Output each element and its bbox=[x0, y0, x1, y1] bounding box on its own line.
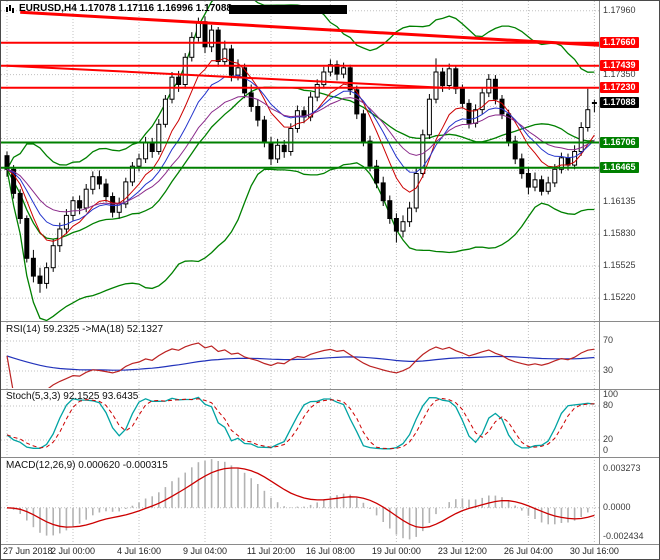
rsi-panel-layer bbox=[6, 342, 595, 388]
panel-separators[interactable] bbox=[1, 1, 660, 545]
macd-signal-line bbox=[6, 467, 595, 529]
stoch-indicator-label: Stoch(5,3,3) 92.1525 93.6435 bbox=[6, 391, 139, 402]
macd-scale-label: 0.0000 bbox=[603, 501, 631, 512]
chart-title-text: EURUSD,H4 1.17078 1.17116 1.16996 1.1708… bbox=[19, 3, 232, 14]
ma-21-line bbox=[6, 95, 595, 213]
rsi-indicator-label: RSI(14) 59.2325 ->MA(18) 52.1327 bbox=[6, 324, 164, 335]
resistance-price-badge: 1.17660 bbox=[600, 36, 639, 48]
macd-panel-layer bbox=[6, 459, 596, 540]
chart-title: EURUSD,H4 1.17078 1.17116 1.16996 1.1708… bbox=[5, 3, 232, 14]
bollinger-bands bbox=[6, 1, 595, 321]
macd-histogram bbox=[12, 459, 596, 540]
stoch-scale-label: 100 bbox=[603, 388, 619, 399]
rsi-line bbox=[6, 342, 595, 388]
time-axis-label: 4 Jul 16:00 bbox=[116, 546, 162, 556]
resistance-price-badge: 1.17230 bbox=[600, 81, 639, 93]
rsi-scale-label: 30 bbox=[603, 365, 614, 375]
descending-trendline-1[interactable] bbox=[20, 10, 601, 47]
stoch-k-line bbox=[6, 396, 595, 450]
candlestick-chart-icon bbox=[5, 4, 15, 14]
macd-scale-label: -0.002434 bbox=[603, 530, 644, 541]
stoch-scale-label: 20 bbox=[603, 434, 614, 444]
main-chart-layer bbox=[1, 1, 601, 321]
time-axis-label: 16 Jul 08:00 bbox=[305, 546, 355, 556]
price-scale[interactable]: 1.17960 1.17350 1.16135 1.15830 1.15525 1.152… bbox=[600, 1, 659, 544]
stoch-scale-label: 0 bbox=[603, 445, 609, 456]
time-axis-label: 11 Jul 20:00 bbox=[246, 546, 296, 556]
annotation-bar bbox=[229, 5, 347, 14]
stoch-panel-layer bbox=[6, 396, 595, 450]
price-scale-label: 1.15525 bbox=[603, 260, 636, 271]
ma-8-line bbox=[6, 57, 595, 242]
current-price-badge: 1.17088 bbox=[600, 96, 639, 108]
support-price-badge: 1.16465 bbox=[600, 161, 639, 173]
price-scale-label: 1.16135 bbox=[603, 196, 636, 207]
price-scale-label: 1.17350 bbox=[603, 69, 636, 80]
descending-trendline-2[interactable] bbox=[6, 64, 443, 89]
ma-13-line bbox=[6, 74, 595, 227]
price-scale-label: 1.15220 bbox=[603, 292, 636, 303]
bollinger-lower-line bbox=[6, 162, 595, 321]
macd-indicator-label: MACD(12,26,9) 0.000620 -0.000315 bbox=[6, 460, 168, 471]
time-axis-label: 30 Jul 16:00 bbox=[569, 546, 619, 556]
support-price-badge: 1.16706 bbox=[600, 136, 639, 148]
grid bbox=[1, 1, 599, 544]
bollinger-upper-line bbox=[6, 1, 595, 170]
stoch-scale-label: 80 bbox=[603, 400, 614, 410]
rsi-scale-label: 70 bbox=[603, 335, 614, 345]
price-scale-label: 1.15830 bbox=[603, 228, 636, 239]
macd-scale-label: 0.003273 bbox=[603, 462, 641, 473]
time-axis-label: 27 Jun 2018 bbox=[3, 546, 53, 556]
time-axis-label: 9 Jul 04:00 bbox=[182, 546, 228, 556]
price-scale-label: 1.17960 bbox=[603, 5, 636, 16]
time-axis-label: 2 Jul 00:00 bbox=[50, 546, 96, 556]
stoch-d-line bbox=[6, 397, 595, 450]
bollinger-middle-line bbox=[6, 86, 595, 240]
rsi-ma-line bbox=[6, 355, 595, 371]
time-axis-label: 23 Jul 12:00 bbox=[437, 546, 487, 556]
time-axis-label: 26 Jul 04:00 bbox=[503, 546, 553, 556]
time-axis[interactable]: 27 Jun 2018 2 Jul 00:00 4 Jul 16:00 9 Jul 0… bbox=[1, 546, 659, 559]
resistance-price-badge: 1.17439 bbox=[600, 59, 639, 71]
time-axis-label: 19 Jul 00:00 bbox=[371, 546, 421, 556]
candlestick-series bbox=[4, 16, 597, 293]
